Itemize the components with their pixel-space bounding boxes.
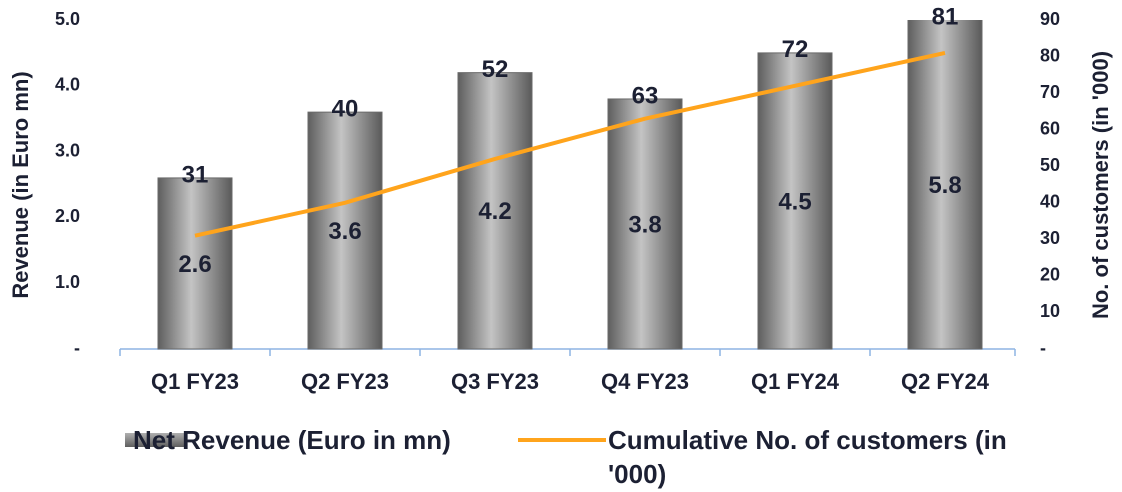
y2-tick-label: - bbox=[1040, 338, 1046, 358]
line-value-label: 52 bbox=[482, 56, 509, 83]
x-tick-label: Q3 FY23 bbox=[451, 369, 539, 394]
line-value-label: 72 bbox=[782, 36, 809, 63]
y2-tick-label: 80 bbox=[1040, 45, 1060, 65]
legend-swatch-line bbox=[518, 438, 606, 442]
line-value-label: 81 bbox=[932, 3, 959, 30]
bar bbox=[757, 52, 833, 350]
y2-tick-label: 40 bbox=[1040, 192, 1060, 212]
y-tick-label: 3.0 bbox=[55, 140, 80, 160]
x-tick-label: Q1 FY24 bbox=[751, 369, 840, 394]
line-value-label: 40 bbox=[332, 95, 359, 122]
legend-label: Cumulative No. of customers (in '000) bbox=[608, 425, 1007, 489]
y2-tick-label: 50 bbox=[1040, 155, 1060, 175]
line-value-label: 63 bbox=[632, 82, 659, 109]
bar-value-label: 2.6 bbox=[178, 251, 211, 278]
bar-value-label: 4.5 bbox=[778, 188, 811, 215]
plot-area bbox=[157, 20, 983, 350]
x-tick-label: Q1 FY23 bbox=[151, 369, 239, 394]
line-value-label: 31 bbox=[182, 161, 209, 188]
y2-axis-title: No. of customers (in '000) bbox=[1088, 51, 1113, 319]
line bbox=[194, 50, 946, 238]
y-tick-label: 4.0 bbox=[55, 75, 80, 95]
y-tick-label: 5.0 bbox=[55, 9, 80, 29]
bar bbox=[307, 111, 383, 350]
bar bbox=[607, 98, 683, 350]
y-tick-label: 2.0 bbox=[55, 206, 80, 226]
bar bbox=[157, 177, 233, 350]
y-tick-label: 1.0 bbox=[55, 272, 80, 292]
y2-tick-label: 10 bbox=[1040, 301, 1060, 321]
y-axis-title: Revenue (in Euro mn) bbox=[8, 71, 33, 298]
bar bbox=[907, 20, 983, 350]
y2-tick-label: 20 bbox=[1040, 265, 1060, 285]
y2-tick-label: 60 bbox=[1040, 118, 1060, 138]
bar-value-label: 3.8 bbox=[628, 211, 661, 238]
x-tick-label: Q4 FY23 bbox=[601, 369, 689, 394]
bar bbox=[457, 72, 533, 350]
legend-swatch-bar bbox=[125, 433, 185, 447]
y2-tick-label: 30 bbox=[1040, 228, 1060, 248]
x-tick-label: Q2 FY24 bbox=[901, 369, 990, 394]
bar-value-label: 5.8 bbox=[928, 172, 961, 199]
x-tick-label: Q2 FY23 bbox=[301, 369, 389, 394]
y2-tick-label: 90 bbox=[1040, 9, 1060, 29]
bar-value-label: 3.6 bbox=[328, 218, 361, 245]
legend-label: Net Revenue (Euro in mn) bbox=[133, 425, 451, 455]
y2-tick-label: 70 bbox=[1040, 82, 1060, 102]
bar-value-label: 4.2 bbox=[478, 198, 511, 225]
y-tick-label: - bbox=[74, 338, 80, 358]
